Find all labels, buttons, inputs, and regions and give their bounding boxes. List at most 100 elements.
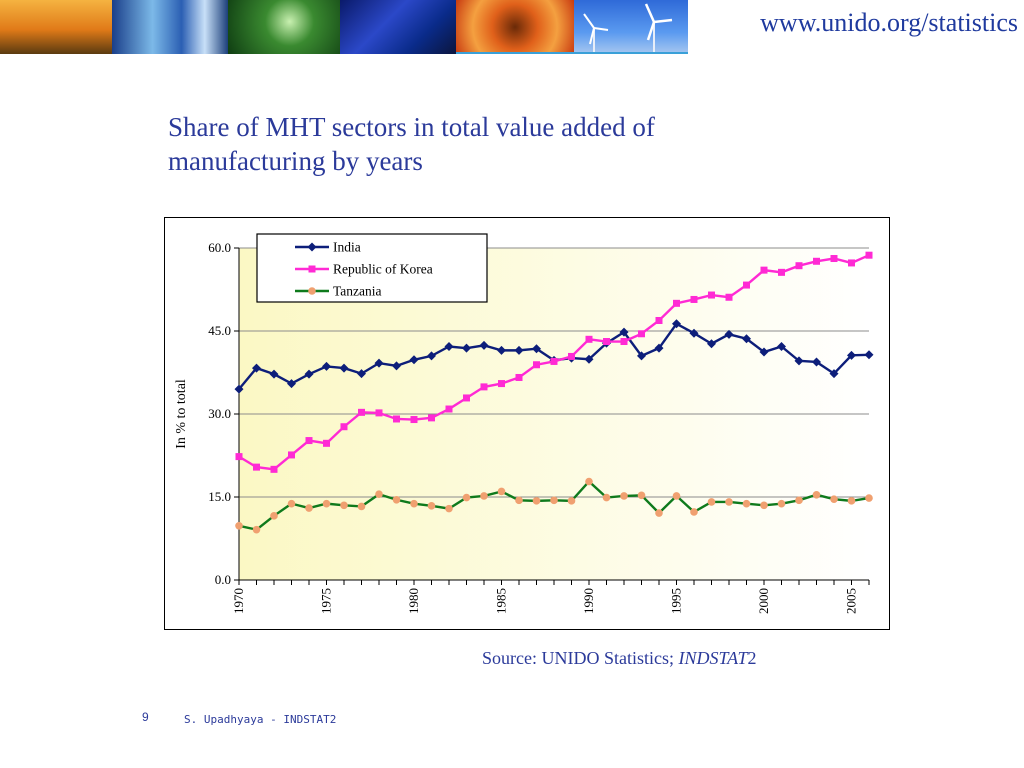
data-point-india [339,363,349,373]
data-point-republic-of-korea [253,463,260,471]
data-point-india [444,341,454,351]
data-point-republic-of-korea [568,352,575,360]
data-point-india [829,369,839,379]
x-tick-label: 1980 [406,588,421,614]
data-point-republic-of-korea [463,394,470,402]
data-point-india [479,340,489,350]
data-point-republic-of-korea [690,295,698,303]
data-point-republic-of-korea [778,268,785,276]
data-point-tanzania [760,501,768,510]
unido-url-link[interactable]: www.unido.org/statistics [688,0,1024,46]
data-point-republic-of-korea [428,414,435,422]
data-point-tanzania [340,501,348,510]
data-point-india [427,351,436,361]
data-point-republic-of-korea [655,316,663,324]
data-point-tanzania [287,499,296,508]
data-point-republic-of-korea [708,291,715,299]
data-point-india [409,355,419,365]
data-point-tanzania [515,496,523,505]
data-point-republic-of-korea [865,251,873,259]
data-point-india [672,319,681,329]
banner-image-leaf [228,0,340,54]
data-point-tanzania [812,490,821,499]
data-point-republic-of-korea [848,259,855,267]
data-point-tanzania [585,477,593,486]
data-point-india [514,345,524,355]
x-tick-label: 1995 [669,588,684,614]
data-point-india [287,379,296,389]
data-point-tanzania [252,525,261,534]
data-point-tanzania [690,508,698,516]
page-number: 9 [142,710,149,724]
data-point-tanzania [462,493,471,502]
data-point-india [532,344,541,354]
y-tick-label: 30.0 [208,406,231,421]
x-tick-label: 1985 [494,588,509,614]
data-point-republic-of-korea [638,330,645,338]
data-point-republic-of-korea [270,465,278,473]
data-point-tanzania [392,495,401,504]
data-point-tanzania [305,504,313,512]
data-point-tanzania [375,490,383,499]
header-banner: www.unido.org/statistics [0,0,1024,54]
data-point-india [707,339,716,349]
data-point-tanzania [602,493,611,502]
data-point-republic-of-korea [445,405,453,413]
data-point-tanzania [480,492,488,500]
data-point-tanzania [532,497,541,505]
data-point-tanzania [550,496,558,505]
slide-title: Share of MHT sectors in total value adde… [168,112,655,176]
data-point-india [269,369,279,379]
data-point-tanzania [655,509,663,517]
data-point-tanzania [795,496,803,505]
data-point-india [742,334,751,344]
data-point-republic-of-korea [515,373,523,381]
data-point-republic-of-korea [603,338,610,346]
data-point-republic-of-korea [830,255,838,263]
data-point-tanzania [322,499,331,508]
data-point-india [847,350,856,360]
line-chart: 0.0 15.0 30.0 45.0 60.0 1970 1975 1980 1985 1990 1… [174,233,874,614]
legend-marker-republic-of-korea [308,265,316,273]
data-point-india [304,369,314,379]
legend-label-india: India [333,240,361,255]
banner-image-circuit [340,0,456,54]
banner-rule [456,52,688,54]
data-point-tanzania [672,492,681,500]
data-point-republic-of-korea [760,266,768,274]
data-point-tanzania [427,502,436,510]
data-point-tanzania [637,491,646,500]
data-point-tanzania [865,494,873,502]
data-point-tanzania [742,499,751,508]
data-point-india [759,347,769,357]
data-point-india [812,357,821,367]
source-dataset-version: 2 [747,648,757,668]
data-point-tanzania [270,512,278,520]
data-point-republic-of-korea [323,439,330,447]
y-axis-title: In % to total [174,379,189,449]
source-note: Source: UNIDO Statistics; INDSTAT2 [482,648,757,669]
data-point-india [584,354,594,364]
banner-image-silhouette [0,0,112,54]
data-point-republic-of-korea [550,357,558,365]
data-point-republic-of-korea [673,299,680,307]
data-point-tanzania [497,487,506,496]
legend-marker-tanzania [308,287,316,295]
windmill-icon [583,3,673,54]
data-point-tanzania [620,492,628,500]
footer-text: S. Upadhyaya - INDSTAT2 [184,713,337,726]
data-point-india [252,363,261,373]
data-point-tanzania [567,497,576,505]
x-tick-label: 1970 [231,588,246,614]
data-point-republic-of-korea [288,451,295,459]
data-point-republic-of-korea [393,415,400,423]
data-point-india [357,369,366,379]
data-point-republic-of-korea [620,338,628,346]
data-point-india [462,343,471,353]
y-tick-label: 15.0 [208,489,231,504]
x-tick-label: 1990 [581,588,596,614]
data-point-india [619,327,629,337]
data-point-republic-of-korea [410,416,418,424]
legend-marker-india [307,242,317,252]
data-point-republic-of-korea [585,335,593,343]
